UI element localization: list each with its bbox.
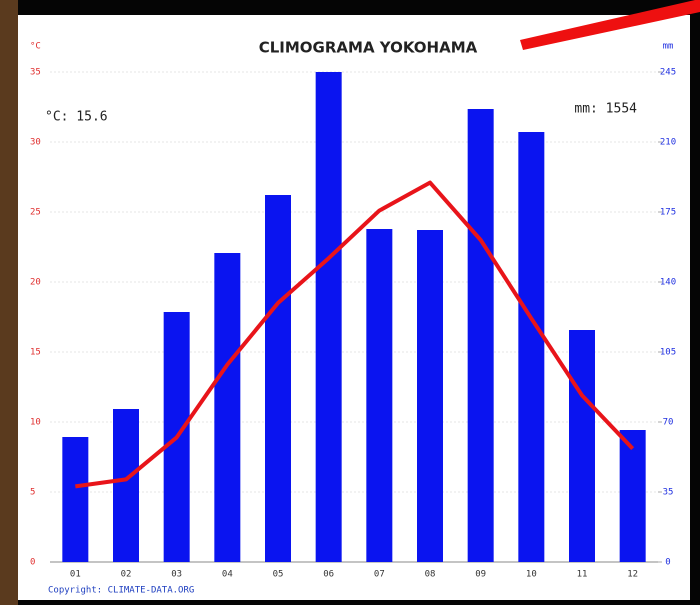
y-tick-label: 0	[30, 558, 35, 568]
bar	[366, 229, 393, 562]
source: Copyright: CLIMATE-DATA.ORG	[48, 586, 194, 596]
y-tick-label: 25	[30, 208, 41, 218]
annotation: mm: 1554	[574, 102, 637, 117]
x-tick-label: 03	[171, 570, 182, 580]
bar	[265, 195, 291, 562]
x-tick-label: 08	[425, 570, 436, 580]
bar	[417, 230, 443, 562]
y-tick-label: 35	[30, 68, 41, 78]
temperature-line	[75, 180, 635, 489]
x-tick-label: 10	[526, 570, 537, 580]
y-tick-label: 30	[30, 138, 41, 148]
x-tick-label: 12	[627, 570, 638, 580]
y2-axis-label: mm	[663, 42, 674, 52]
x-tick-label: 07	[374, 570, 385, 580]
y2-tick-label: 35	[663, 488, 674, 498]
x-tick-label: 06	[323, 570, 334, 580]
y2-tick-label: 245	[660, 68, 676, 78]
bar	[569, 330, 595, 562]
bar	[62, 437, 89, 562]
bar	[315, 72, 342, 562]
y-tick-label: 10	[30, 418, 41, 428]
frame-texture	[0, 0, 18, 605]
y-tick-label: 5	[30, 488, 35, 498]
y2-tick-label: 105	[660, 348, 676, 358]
y2-tick-label: 0	[665, 558, 670, 568]
bar	[619, 430, 646, 562]
y2-tick-label: 70	[663, 418, 674, 428]
arrow	[520, 0, 700, 50]
bar	[113, 409, 139, 562]
bar	[467, 109, 494, 562]
x-tick-label: 11	[577, 570, 588, 580]
y-axis-label: °C	[30, 42, 41, 52]
x-tick-label: 04	[222, 570, 233, 580]
bar	[518, 132, 545, 562]
bar	[214, 253, 241, 562]
y-tick-label: 20	[30, 278, 41, 288]
x-tick-label: 09	[475, 570, 486, 580]
x-tick-label: 01	[70, 570, 81, 580]
x-tick-label: 05	[273, 570, 284, 580]
chart-title: CLIMOGRAMA YOKOHAMA	[259, 39, 478, 57]
y2-tick-label: 210	[660, 138, 676, 148]
y2-tick-label: 175	[660, 208, 676, 218]
x-tick-label: 02	[121, 570, 132, 580]
y2-tick-label: 140	[660, 278, 676, 288]
annotation: °C: 15.6	[45, 110, 108, 125]
y-tick-label: 15	[30, 348, 41, 358]
